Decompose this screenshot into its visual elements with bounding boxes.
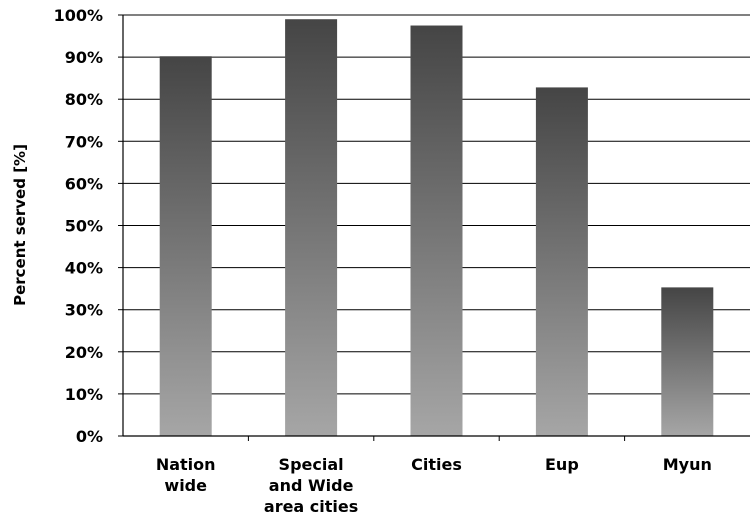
bar <box>661 287 714 436</box>
x-tick-label-line: wide <box>164 476 207 495</box>
y-tick-label: 100% <box>54 6 103 25</box>
y-tick-labels: 0% 10% 20% 30% 40% 50% 60% 70% 80% 90% 100% <box>54 6 103 446</box>
y-tick-label: 80% <box>65 90 103 109</box>
x-tick-label-line: Myun <box>663 455 712 474</box>
x-tick-label-line: area cities <box>264 497 358 516</box>
y-tick-label: 40% <box>65 259 103 278</box>
y-tick-label: 70% <box>65 132 103 151</box>
y-tick-label: 20% <box>65 343 103 362</box>
y-tick-label: 30% <box>65 301 103 320</box>
bar <box>535 87 588 437</box>
x-tick-label-line: Special <box>279 455 344 474</box>
y-axis-label: Percent served [%] <box>11 144 29 306</box>
x-tick-label: Eup <box>545 455 579 474</box>
x-tick-label: Cities <box>411 455 462 474</box>
bar <box>285 19 338 437</box>
x-tick-label: Myun <box>663 455 712 474</box>
y-tick-label: 60% <box>65 174 103 193</box>
y-tick-label: 90% <box>65 48 103 67</box>
x-tick-label-line: Eup <box>545 455 579 474</box>
x-tick-label-line: and Wide <box>269 476 354 495</box>
bar <box>410 25 463 437</box>
x-tick-label-line: Cities <box>411 455 462 474</box>
x-tick-labels: Nation wide Special and Wide area cities Citi… <box>156 455 712 516</box>
bar <box>159 56 212 437</box>
x-tick-label: Special and Wide area cities <box>264 455 358 516</box>
axes <box>118 14 750 441</box>
y-tick-label: 50% <box>65 217 103 236</box>
x-tick-label-line: Nation <box>156 455 216 474</box>
y-tick-label: 0% <box>76 427 103 446</box>
bars <box>159 19 714 437</box>
y-tick-label: 10% <box>65 385 103 404</box>
x-tick-label: Nation wide <box>156 455 216 495</box>
